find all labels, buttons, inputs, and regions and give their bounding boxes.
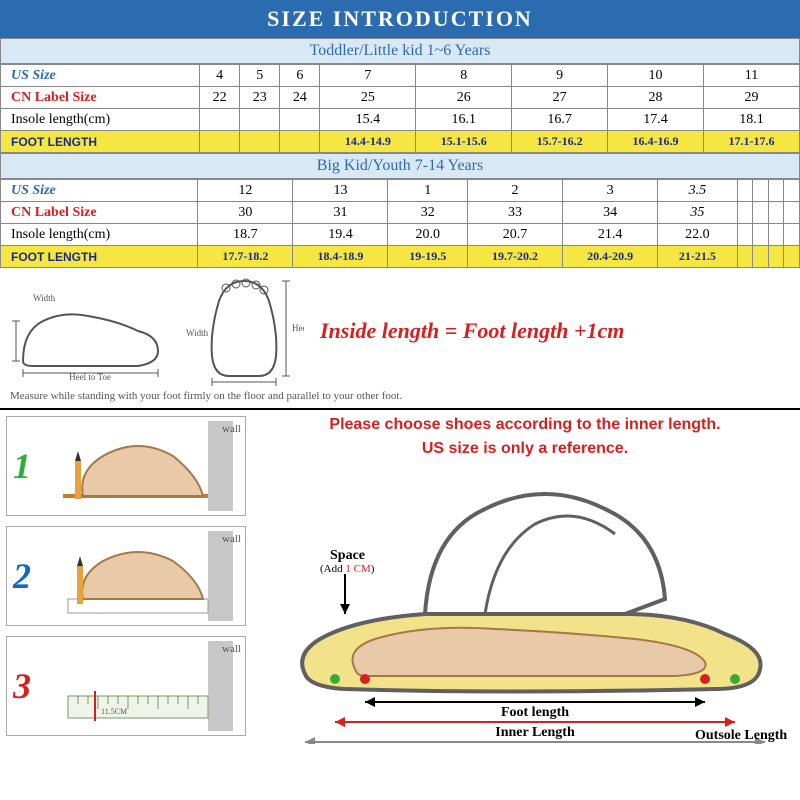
svg-text:Width: Width — [186, 328, 209, 338]
svg-text:Foot length: Foot length — [501, 705, 569, 720]
svg-text:Width: Width — [33, 293, 56, 303]
step-1-icon — [41, 421, 245, 511]
advice-line1: Please choose shoes according to the inn… — [256, 416, 794, 434]
row-label-foot: FOOT LENGTH — [1, 131, 200, 153]
row-label-cn: CN Label Size — [1, 202, 198, 224]
shoe-panel: Please choose shoes according to the inn… — [256, 416, 794, 749]
table-row: CN Label Size 303132333435 — [1, 202, 800, 224]
row-label-us: US Size — [1, 180, 198, 202]
table-row: US Size 4567891011 — [1, 65, 800, 87]
wall-label: wall — [222, 533, 241, 545]
foot-side-icon: Heel to Toe Width — [8, 281, 168, 381]
svg-text:Outsole Length: Outsole Length — [695, 728, 787, 743]
svg-text:Space: Space — [330, 548, 365, 563]
table-row: Insole length(cm) 15.416.116.717.418.1 — [1, 109, 800, 131]
svg-text:11.5CM: 11.5CM — [101, 707, 127, 716]
row-label-insole: Insole length(cm) — [1, 224, 198, 246]
row-label-foot: FOOT LENGTH — [1, 246, 198, 268]
step-2-box: 2 wall — [6, 526, 246, 626]
step-number: 2 — [13, 555, 41, 597]
table2-title: Big Kid/Youth 7-14 Years — [0, 153, 800, 179]
svg-text:Heel to Toe: Heel to Toe — [69, 372, 111, 381]
table-row: FOOT LENGTH 14.4-14.915.1-15.615.7-16.21… — [1, 131, 800, 153]
advice-line2: US size is only a reference. — [256, 440, 794, 458]
svg-text:Heel to Toe: Heel to Toe — [292, 323, 304, 333]
bottom-panel: 1 wall 2 wall 3 — [0, 410, 800, 755]
table-row: CN Label Size 2223242526272829 — [1, 87, 800, 109]
table-bigkid: US Size 12131233.5 CN Label Size 3031323… — [0, 179, 800, 268]
step-number: 3 — [13, 665, 41, 707]
svg-text:Inner Length: Inner Length — [495, 725, 575, 740]
step-number: 1 — [13, 445, 41, 487]
step-1-box: 1 wall — [6, 416, 246, 516]
wall-label: wall — [222, 423, 241, 435]
shoe-diagram: Space (Add 1 CM) Foot length Inner Lengt… — [256, 464, 794, 744]
table-row: US Size 12131233.5 — [1, 180, 800, 202]
foot-top-icon: Heel to Toe Width — [184, 276, 304, 386]
wall-label: wall — [222, 643, 241, 655]
step-3-icon: 11.5CM — [41, 641, 245, 731]
table-row: FOOT LENGTH 17.7-18.218.4-18.919-19.519.… — [1, 246, 800, 268]
measure-diagram-strip: Heel to Toe Width Heel to Toe Width Insi… — [0, 268, 800, 390]
table-row: Insole length(cm) 18.719.420.020.721.422… — [1, 224, 800, 246]
measure-note: Measure while standing with your foot fi… — [0, 390, 800, 408]
row-label-us: US Size — [1, 65, 200, 87]
row-label-cn: CN Label Size — [1, 87, 200, 109]
row-label-insole: Insole length(cm) — [1, 109, 200, 131]
table-toddler: US Size 4567891011 CN Label Size 2223242… — [0, 64, 800, 153]
formula-text: Inside length = Foot length +1cm — [320, 318, 644, 344]
steps-column: 1 wall 2 wall 3 — [6, 416, 246, 749]
size-intro-title: SIZE INTRODUCTION — [0, 0, 800, 38]
step-3-box: 3 11.5CM wall — [6, 636, 246, 736]
svg-text:(Add 1 CM): (Add 1 CM) — [320, 563, 375, 575]
step-2-icon — [41, 531, 245, 621]
table1-title: Toddler/Little kid 1~6 Years — [0, 38, 800, 64]
